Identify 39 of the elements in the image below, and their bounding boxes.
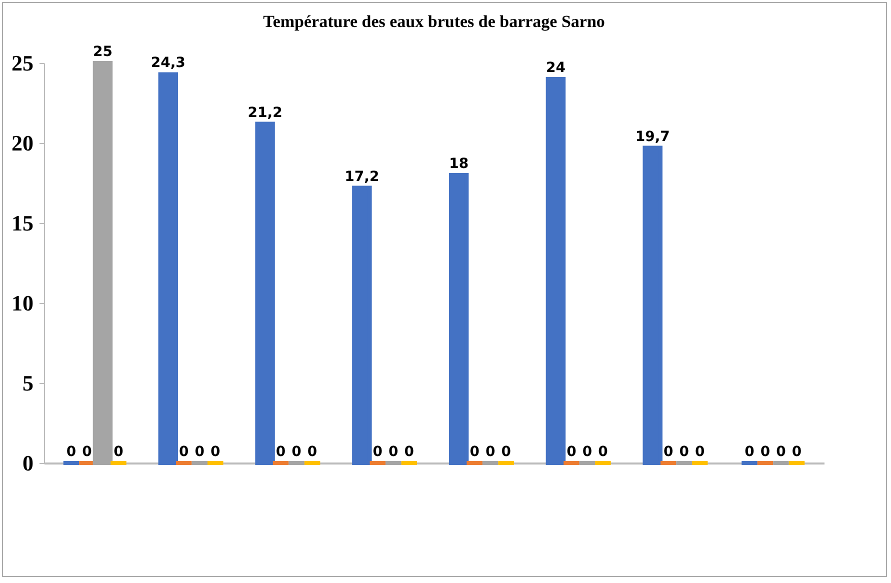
data-label: 0 [194, 444, 205, 460]
data-label: 0 [292, 444, 302, 460]
data-label: 0 [210, 444, 221, 460]
y-tick-label: 0 [22, 450, 34, 476]
data-label: 0 [82, 444, 92, 460]
data-label: 0 [307, 444, 318, 460]
data-label: 17,2 [344, 168, 380, 185]
data-label: 0 [179, 444, 190, 460]
y-tick-label: 25 [12, 50, 34, 76]
data-label: 0 [66, 444, 76, 460]
y-tick-label: 15 [12, 210, 34, 236]
data-label: 0 [276, 444, 286, 460]
data-label: 25 [93, 44, 112, 60]
data-label: 0 [679, 444, 690, 460]
data-label: 0 [792, 444, 802, 460]
data-label: 0 [114, 444, 124, 460]
data-label: 24 [546, 60, 566, 76]
data-label: 21,2 [248, 104, 282, 121]
data-label: 0 [470, 444, 480, 460]
data-label: 0 [776, 444, 786, 460]
data-label: 0 [744, 444, 755, 460]
data-label: 0 [501, 444, 512, 460]
y-tick-label: 20 [12, 130, 34, 156]
data-label: 0 [694, 444, 705, 460]
data-label: 0 [388, 444, 399, 460]
data-label: 0 [404, 444, 414, 460]
data-label: 0 [485, 444, 496, 460]
data-label: 0 [598, 444, 608, 460]
y-tick-label: 10 [12, 290, 34, 316]
data-label: 24,3 [150, 55, 186, 72]
y-tick-label: 5 [22, 370, 34, 396]
data-label: 19,7 [635, 128, 670, 145]
data-label: 0 [582, 444, 592, 460]
data-label: 0 [566, 444, 577, 460]
data-label: 18 [449, 156, 469, 172]
data-label: 0 [760, 444, 770, 460]
data-label: 0 [663, 444, 674, 460]
chart-title: Température des eaux brutes de barrage Sarno [263, 12, 605, 31]
data-label: 0 [372, 444, 383, 460]
